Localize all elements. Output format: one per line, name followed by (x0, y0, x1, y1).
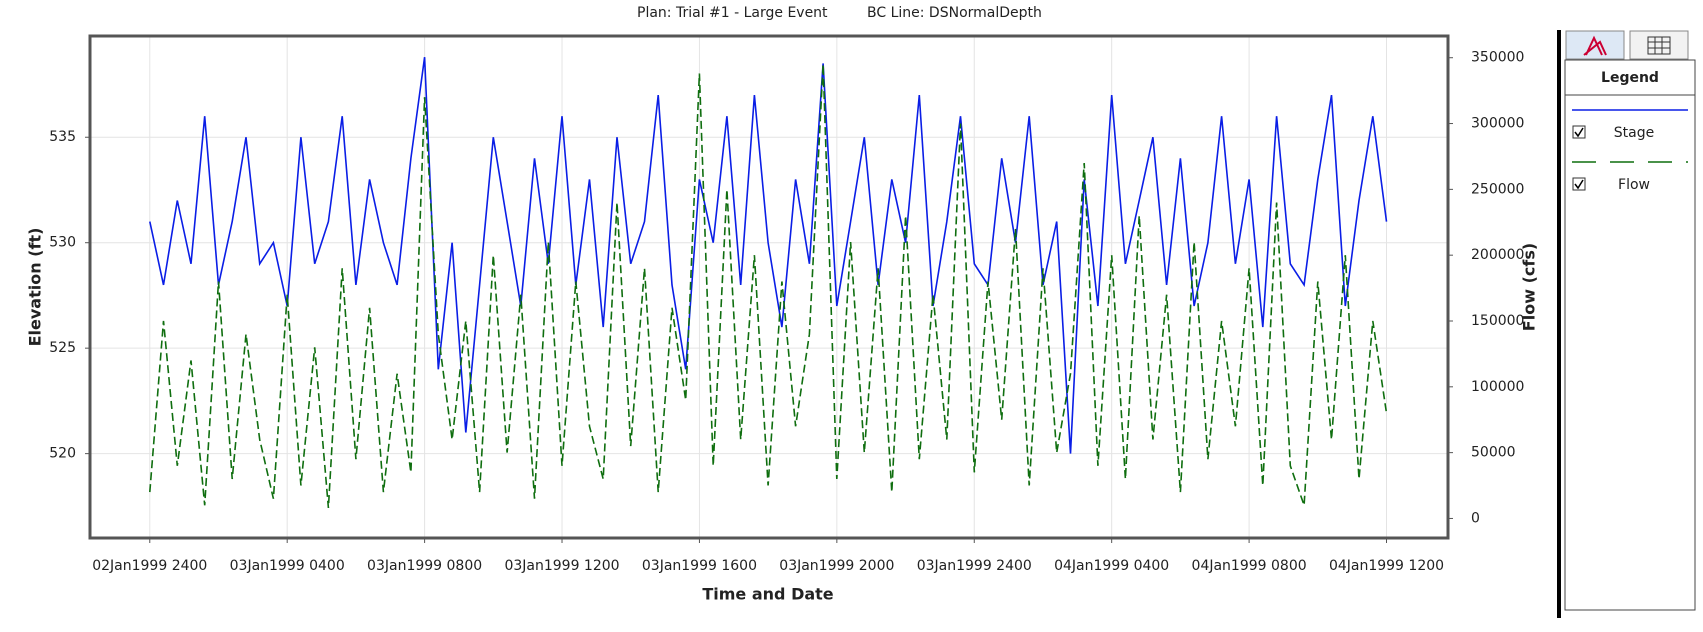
legend-check (1574, 179, 1584, 190)
y2-tick-label: 0 (1471, 510, 1480, 526)
y-tick-label: 520 (49, 446, 76, 462)
x-tick-label: 03Jan1999 0400 (230, 558, 345, 574)
legend-checkbox[interactable] (1572, 177, 1586, 191)
y2-tick-label: 50000 (1471, 445, 1516, 461)
x-tick-label: 04Jan1999 1200 (1329, 558, 1444, 574)
legend: Stage Flow (1572, 109, 1688, 193)
y2-tick-label: 350000 (1471, 50, 1524, 66)
x-axis-label: Time and Date (702, 585, 833, 604)
y2-axis-label: Flow (cfs) (1520, 243, 1539, 331)
x-tick-label: 03Jan1999 1200 (504, 558, 619, 574)
graph-icon (1583, 35, 1607, 56)
y-tick-label: 525 (49, 340, 76, 356)
y2-tick-label: 200000 (1471, 247, 1524, 263)
chart-title: Plan: Trial #1 - Large Event (637, 5, 828, 21)
legend-box (1564, 59, 1696, 611)
series-line (149, 64, 1388, 508)
y-axis-label: Elevation (ft) (26, 228, 45, 347)
x-tick-label: 03Jan1999 2000 (779, 558, 894, 574)
legend-checkbox[interactable] (1572, 125, 1586, 139)
x-tick-label: 04Jan1999 0800 (1192, 558, 1307, 574)
x-tick-label: 02Jan1999 2400 (92, 558, 207, 574)
legend-check (1574, 127, 1584, 138)
x-tick-label: 03Jan1999 1600 (642, 558, 757, 574)
x-tick-label: 03Jan1999 2400 (917, 558, 1032, 574)
series-line (149, 56, 1388, 454)
chart-subtitle: BC Line: DSNormalDepth (867, 5, 1042, 21)
y-tick-label: 535 (49, 129, 76, 145)
table-tab[interactable] (1629, 30, 1689, 60)
plot-area (85, 36, 1453, 543)
y2-tick-label: 250000 (1471, 181, 1524, 197)
x-tick-label: 04Jan1999 0400 (1054, 558, 1169, 574)
legend-label: Stage (1614, 125, 1654, 141)
y-tick-label: 530 (49, 235, 76, 251)
table-icon (1647, 36, 1671, 55)
legend-title: Legend (1601, 70, 1659, 86)
y2-tick-label: 100000 (1471, 379, 1524, 395)
legend-label: Flow (1618, 177, 1650, 193)
y2-tick-label: 300000 (1471, 116, 1524, 132)
y2-tick-label: 150000 (1471, 313, 1524, 329)
x-tick-label: 03Jan1999 0800 (367, 558, 482, 574)
plot-frame (88, 34, 1450, 540)
